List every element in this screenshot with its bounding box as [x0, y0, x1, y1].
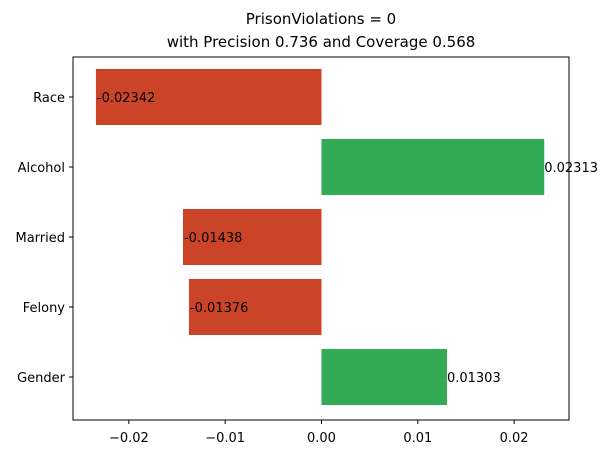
value-label-married: -0.01438 [184, 231, 242, 246]
x-tick-label: 0.02 [500, 431, 529, 446]
y-tick-label-felony: Felony [23, 301, 66, 316]
bar-married [182, 209, 322, 265]
value-label-felony: -0.01376 [190, 301, 248, 316]
value-label-alcohol: 0.02313 [544, 161, 598, 176]
chart-title-line-1: PrisonViolations = 0 [246, 10, 396, 28]
x-tick-label: 0.01 [403, 431, 432, 446]
x-tick-label: −0.01 [205, 431, 245, 446]
bar-race [95, 69, 322, 125]
value-label-gender: 0.01303 [447, 371, 501, 386]
x-tick-label: 0.00 [307, 431, 336, 446]
bar-felony [188, 279, 322, 335]
bars-layer [95, 69, 545, 405]
chart-title-line-2: with Precision 0.736 and Coverage 0.568 [167, 33, 476, 51]
x-tick-label: −0.02 [109, 431, 149, 446]
y-tick-label-race: Race [33, 91, 65, 106]
y-tick-label-alcohol: Alcohol [18, 161, 65, 176]
bar-gender [321, 349, 447, 405]
y-tick-label-married: Married [15, 231, 65, 246]
value-label-race: -0.02342 [97, 91, 155, 106]
x-axis: −0.02 −0.01 0.00 0.01 0.02 [109, 420, 529, 446]
y-tick-label-gender: Gender [17, 371, 66, 386]
value-labels-layer: -0.02342 0.02313 -0.01438 -0.01376 0.01303 [97, 91, 598, 386]
bar-alcohol [321, 139, 545, 195]
y-axis: Race Alcohol Married Felony Gender [15, 91, 73, 386]
